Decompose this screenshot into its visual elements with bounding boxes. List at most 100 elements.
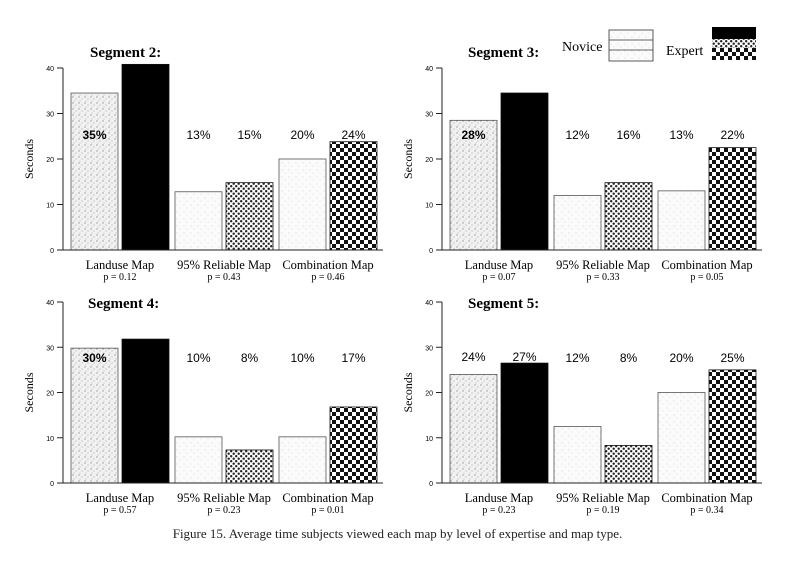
p-value-label: p = 0.07 <box>482 272 515 283</box>
data-label-novice: 24% <box>461 350 485 364</box>
data-label-expert: 8% <box>241 351 259 365</box>
data-label-expert: 16% <box>616 128 640 142</box>
y-tick-label: 40 <box>46 300 54 307</box>
data-label-novice: 13% <box>186 128 210 142</box>
data-label-expert: 24% <box>341 128 365 142</box>
bar-novice <box>553 194 602 251</box>
category-label: 95% Reliable Map <box>556 491 650 505</box>
y-tick-label: 10 <box>46 436 54 443</box>
y-tick-label: 0 <box>429 248 433 255</box>
y-tick-label: 10 <box>425 436 433 443</box>
chart-panel-1: Segment 2: Seconds 0 10 20 30 40 35% Landuse Map… <box>22 45 383 283</box>
bar-novice <box>70 92 119 251</box>
bar-expert <box>225 182 274 251</box>
y-tick-label: 0 <box>50 248 54 255</box>
data-label-novice: 10% <box>186 351 210 365</box>
chart-panel-3: Segment 4: Seconds 0 10 20 30 40 30% Landuse Map… <box>22 296 383 516</box>
legend-label-expert: Expert <box>666 44 703 59</box>
chart-title: Segment 5: <box>468 296 539 312</box>
y-tick-label: 0 <box>50 481 54 488</box>
category-label: Landuse Map <box>86 258 154 272</box>
category-label: Combination Map <box>661 258 752 272</box>
bar-novice <box>174 436 223 484</box>
category-label: Landuse Map <box>86 491 154 505</box>
y-tick-label: 30 <box>46 112 54 119</box>
data-label-novice: 30% <box>82 351 106 365</box>
category-label: Combination Map <box>282 491 373 505</box>
p-value-label: p = 0.46 <box>311 272 344 283</box>
p-value-label: p = 0.01 <box>311 505 344 516</box>
data-label-novice: 28% <box>461 128 485 142</box>
data-label-novice: 12% <box>565 128 589 142</box>
y-tick-label: 0 <box>429 481 433 488</box>
bar-novice <box>278 436 327 484</box>
y-axis-label: Seconds <box>401 372 415 412</box>
p-value-label: p = 0.12 <box>103 272 136 283</box>
y-tick-label: 20 <box>425 391 433 398</box>
data-label-novice: 10% <box>290 351 314 365</box>
legend: Novice Expert <box>562 27 756 62</box>
category-label: Combination Map <box>661 491 752 505</box>
legend-swatch-expert-solid <box>712 27 756 39</box>
chart-title: Segment 4: <box>88 296 159 312</box>
y-tick-label: 10 <box>46 203 54 210</box>
bar-novice <box>449 373 498 484</box>
data-label-expert: 22% <box>720 128 744 142</box>
chart-panel-4: Segment 5: Seconds 0 10 20 30 40 24% 27% Landuse … <box>401 296 762 516</box>
y-axis-label: Seconds <box>401 139 415 179</box>
bar-expert <box>604 445 653 484</box>
bar-expert <box>121 63 170 251</box>
data-label-expert: 25% <box>720 351 744 365</box>
legend-swatch-expert-dots <box>712 39 756 48</box>
p-value-label: p = 0.33 <box>586 272 619 283</box>
bar-expert <box>708 369 757 484</box>
category-label: 95% Reliable Map <box>177 258 271 272</box>
category-label: 95% Reliable Map <box>556 258 650 272</box>
chart-title: Segment 2: <box>90 45 161 61</box>
bar-novice <box>70 347 119 484</box>
legend-label-novice: Novice <box>562 40 602 55</box>
y-tick-label: 20 <box>46 391 54 398</box>
y-tick-label: 20 <box>425 157 433 164</box>
y-tick-label: 30 <box>425 112 433 119</box>
y-tick-label: 30 <box>46 345 54 352</box>
y-axis-label: Seconds <box>22 372 36 412</box>
y-tick-label: 10 <box>425 203 433 210</box>
bar-expert <box>329 141 378 251</box>
data-label-expert: 8% <box>620 351 638 365</box>
chart-panel-2: Segment 3: Seconds 0 10 20 30 40 28% Landuse Map… <box>401 45 762 283</box>
legend-swatch-expert-checker <box>712 48 756 60</box>
y-tick-label: 40 <box>425 66 433 73</box>
bar-expert <box>500 362 549 484</box>
legend-swatch-novice <box>608 29 654 62</box>
y-tick-label: 30 <box>425 345 433 352</box>
bar-novice <box>553 426 602 484</box>
p-value-label: p = 0.57 <box>103 505 136 516</box>
bar-novice <box>657 190 706 251</box>
data-label-expert: 17% <box>341 351 365 365</box>
p-value-label: p = 0.34 <box>690 505 723 516</box>
bar-expert <box>121 338 170 484</box>
data-label-expert: 27% <box>512 350 536 364</box>
y-axis-label: Seconds <box>22 139 36 179</box>
data-label-novice: 13% <box>669 128 693 142</box>
data-label-novice: 20% <box>669 351 693 365</box>
p-value-label: p = 0.19 <box>586 505 619 516</box>
bar-novice <box>174 191 223 251</box>
category-label: 95% Reliable Map <box>177 491 271 505</box>
category-label: Combination Map <box>282 258 373 272</box>
p-value-label: p = 0.43 <box>207 272 240 283</box>
data-label-novice: 35% <box>82 128 106 142</box>
y-tick-label: 40 <box>46 66 54 73</box>
data-label-novice: 20% <box>290 128 314 142</box>
bar-expert <box>604 182 653 251</box>
category-label: Landuse Map <box>465 258 533 272</box>
bar-expert <box>708 147 757 251</box>
bar-expert <box>500 92 549 251</box>
p-value-label: p = 0.05 <box>690 272 723 283</box>
figure-caption: Figure 15. Average time subjects viewed … <box>172 526 623 541</box>
chart-title: Segment 3: <box>468 45 539 61</box>
bar-expert <box>225 449 274 484</box>
p-value-label: p = 0.23 <box>482 505 515 516</box>
